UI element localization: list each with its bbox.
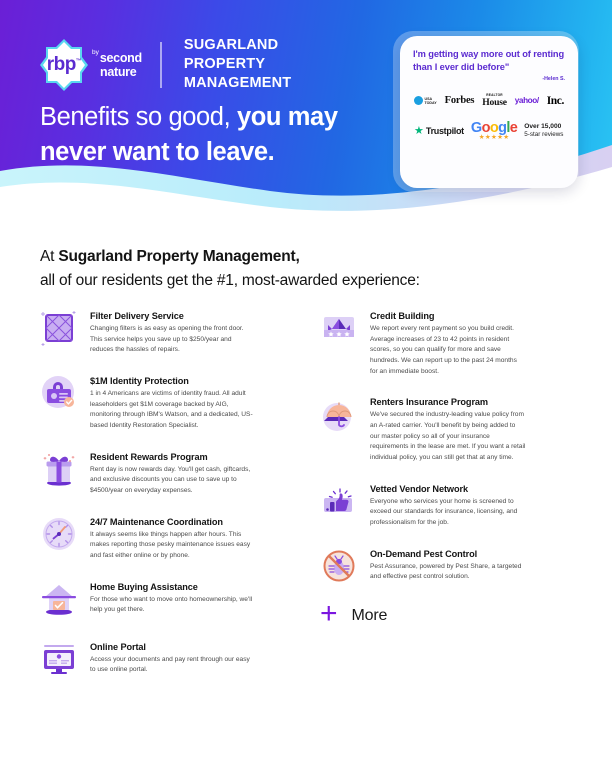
- more-label: More: [351, 606, 388, 624]
- rbp-wordmark: rbp™: [46, 53, 82, 75]
- testimonial-card: I'm getting way more out of renting than…: [400, 36, 578, 188]
- house-main-text: House: [482, 96, 507, 108]
- credit-stars-icon: [316, 305, 362, 351]
- heading-line-2: all of our residents get the #1, most-aw…: [40, 272, 420, 290]
- thumbs-up-icon: [316, 478, 362, 524]
- google-stars-icon: ★★★★★: [478, 133, 510, 141]
- benefit-title: Home Buying Assistance: [90, 581, 198, 592]
- benefit-item: Filter Delivery Service Changing filters…: [36, 305, 254, 356]
- company-name: SUGARLAND PROPERTY MANAGEMENT: [184, 36, 292, 93]
- google-letter-l: l: [506, 120, 510, 137]
- inc-logo: Inc.: [546, 94, 565, 107]
- usa-today-line-1: USA: [424, 96, 433, 101]
- testimonial-quote: I'm getting way more out of renting than…: [413, 49, 565, 73]
- umbrella-icon: [316, 391, 362, 437]
- no-pest-icon: [316, 543, 362, 589]
- benefit-title: Filter Delivery Service: [90, 311, 184, 321]
- benefit-description: We've secured the industry-leading value…: [370, 411, 526, 462]
- company-line-2: PROPERTY: [183, 56, 266, 73]
- google-logo: Google ★★★★★: [470, 120, 518, 141]
- company-line-1: SUGARLAND: [183, 37, 279, 53]
- gift-icon: [36, 446, 82, 492]
- trustpilot-logo: ★ Trustpilot: [414, 124, 464, 137]
- benefit-title: On-Demand Pest Control: [370, 548, 478, 559]
- benefit-item: Vetted Vendor Network Everyone who servi…: [316, 478, 526, 529]
- google-letter-e: e: [509, 120, 518, 137]
- benefit-description: Pest Assurance, powered by Pest Share, a…: [370, 562, 522, 581]
- google-letter-G: G: [470, 120, 482, 137]
- hero-headline: Benefits so good, you may never want to …: [40, 100, 400, 170]
- hero-wave-decoration: [0, 125, 612, 215]
- benefits-column-left: Filter Delivery Service Changing filters…: [36, 305, 254, 696]
- plus-icon: +: [320, 596, 338, 630]
- usa-today-logo: USA TODAY: [414, 96, 437, 106]
- benefit-description: For those who want to move onto homeowne…: [90, 595, 253, 614]
- benefit-description: 1 in 4 Americans are victims of identity…: [90, 390, 253, 430]
- headline-light: Benefits so good,: [40, 103, 231, 131]
- filter-icon: [36, 305, 82, 351]
- headline-bold: you may: [230, 103, 338, 131]
- benefit-item: Home Buying Assistance For those who wan…: [36, 576, 254, 622]
- usa-today-dot-icon: [414, 96, 423, 106]
- benefits-column-right: Credit Building We report every rent pay…: [316, 305, 526, 629]
- clock-icon: [36, 511, 82, 557]
- benefit-item: $1M Identity Protection 1 in 4 Americans…: [36, 370, 254, 432]
- benefit-item: Online Portal Access your documents and …: [36, 636, 254, 682]
- brand-logo-row: rbp™ bysecond nature SUGARLAND PROPERTY …: [38, 36, 291, 93]
- forbes-logo: Forbes: [444, 95, 475, 107]
- benefit-item: On-Demand Pest Control Pest Assurance, p…: [316, 543, 526, 589]
- heading-prefix: At: [40, 248, 59, 265]
- company-line-3: MANAGEMENT: [183, 75, 292, 92]
- benefit-title: Resident Rewards Program: [90, 451, 208, 462]
- trustpilot-wordmark: Trustpilot: [425, 126, 464, 137]
- press-logos-row: USA TODAY Forbes REALTOR House yahoo/ In…: [413, 94, 565, 107]
- review-logos-row: ★ Trustpilot Google ★★★★★ Over 15,000 5-…: [413, 121, 565, 141]
- benefit-title: Credit Building: [370, 311, 435, 321]
- benefit-item: Renters Insurance Program We've secured …: [316, 391, 526, 463]
- house-top-text: REALTOR: [486, 93, 503, 98]
- review-count-line-2: 5-star reviews: [524, 131, 564, 139]
- logo-divider: [159, 41, 162, 88]
- id-card-shield-icon: [36, 370, 82, 416]
- review-count: Over 15,000 5-star reviews: [524, 123, 563, 138]
- benefit-title: Online Portal: [90, 641, 146, 652]
- benefit-description: Changing filters is as easy as opening t…: [90, 325, 244, 354]
- house-check-icon: [36, 576, 82, 622]
- rbp-logo-icon: rbp™: [38, 37, 90, 93]
- benefit-title: Renters Insurance Program: [370, 397, 489, 408]
- benefit-item: Credit Building We report every rent pay…: [316, 305, 526, 377]
- benefit-item: Resident Rewards Program Rent day is now…: [36, 446, 254, 497]
- headline-line-2: never want to leave.: [40, 137, 275, 166]
- benefit-description: Rent day is now rewards day. You'll get …: [90, 465, 251, 495]
- monitor-portal-icon: [36, 636, 82, 682]
- heading-company: Sugarland Property Management,: [58, 248, 300, 265]
- page-title: At Sugarland Property Management, all of…: [40, 245, 510, 293]
- yahoo-logo: yahoo/: [514, 96, 539, 106]
- benefit-title: $1M Identity Protection: [90, 376, 189, 387]
- benefit-item: 24/7 Maintenance Coordination It always …: [36, 511, 254, 562]
- trustpilot-star-icon: ★: [414, 124, 424, 137]
- usa-today-line-2: TODAY: [424, 100, 437, 105]
- realtor-house-logo: REALTOR House: [482, 94, 507, 107]
- google-letter-o1: o: [481, 120, 491, 137]
- second-nature-wordmark: bysecond nature: [92, 49, 142, 80]
- benefit-description: Everyone who services your home is scree…: [370, 497, 518, 527]
- benefit-title: 24/7 Maintenance Coordination: [90, 516, 223, 527]
- review-count-line-1: Over 15,000: [524, 123, 562, 131]
- testimonial-attribution: -Helen S.: [542, 76, 565, 83]
- benefit-title: Vetted Vendor Network: [370, 483, 468, 494]
- more-benefits-row[interactable]: + More: [320, 598, 526, 629]
- google-letter-o2: o: [489, 120, 499, 137]
- benefit-description: We report every rent payment so you buil…: [370, 325, 517, 375]
- benefit-description: Access your documents and pay rent throu…: [90, 655, 250, 674]
- benefit-description: It always seems like things happen after…: [90, 530, 251, 560]
- google-letter-g: g: [498, 120, 507, 137]
